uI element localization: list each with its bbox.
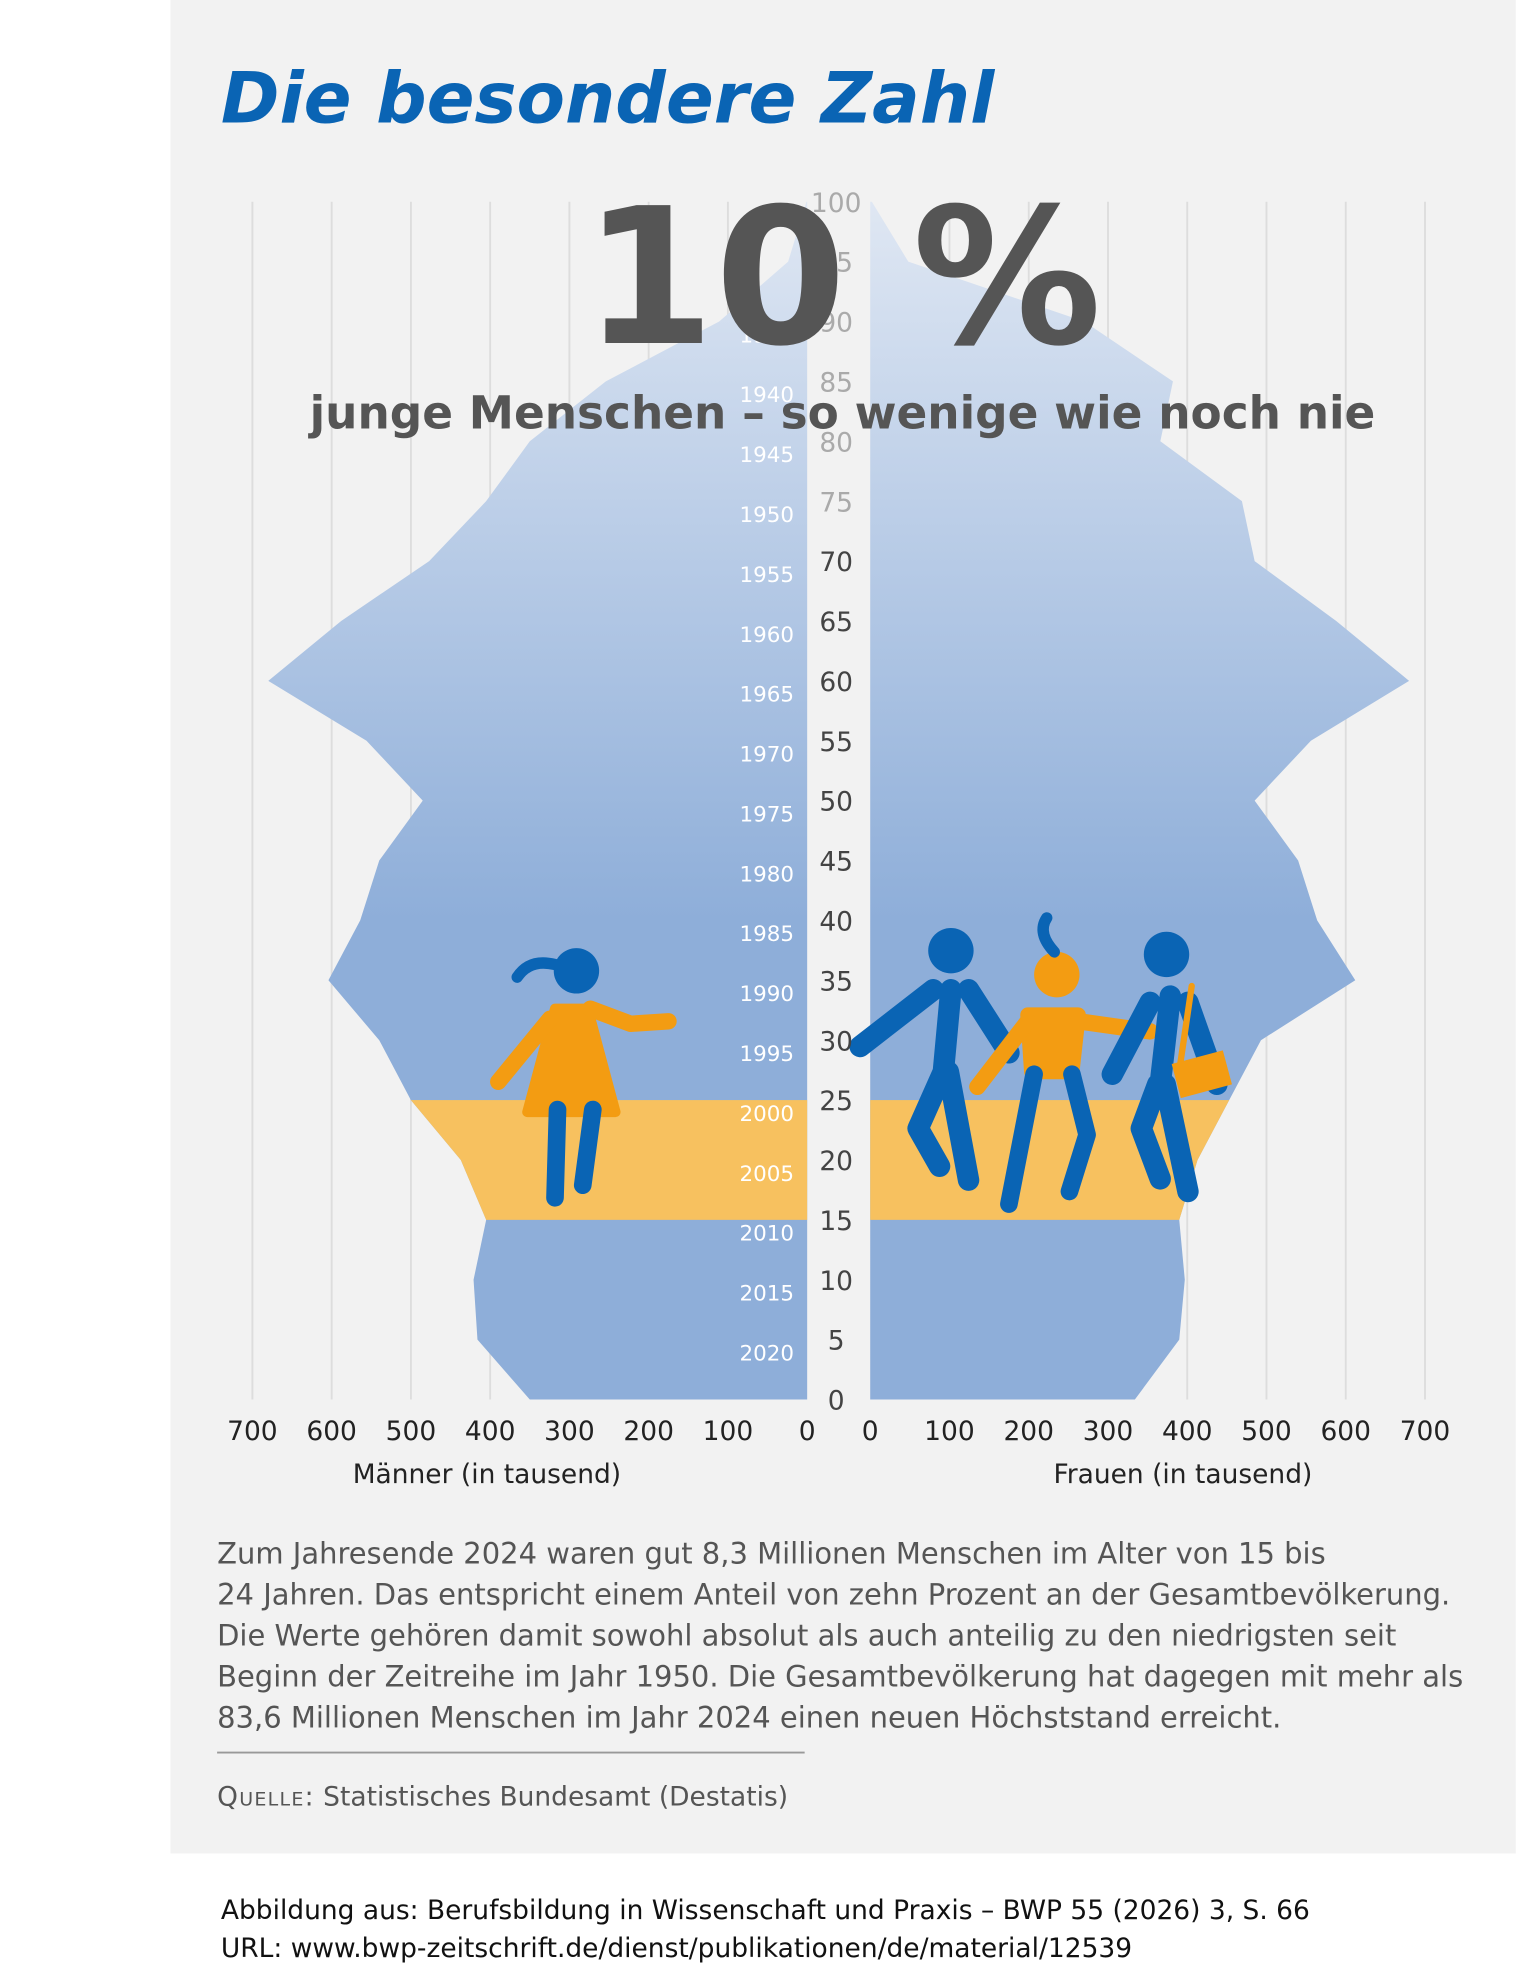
footer-line: Abbildung aus: Berufsbildung in Wissensc…: [221, 1895, 1310, 1926]
x-label-right: Frauen (in tausend): [1053, 1459, 1312, 1490]
birth-year-label: 1945: [740, 443, 795, 468]
x-tick-label: 600: [1320, 1416, 1371, 1447]
x-label-left: Männer (in tausend): [353, 1459, 621, 1490]
birth-year-label: 1990: [740, 982, 795, 1007]
x-tick-label: 0: [799, 1416, 816, 1447]
age-label: 85: [819, 367, 853, 398]
birth-year-label: 1935: [740, 323, 795, 348]
birth-year-label: 1950: [740, 503, 795, 528]
age-label: 15: [819, 1206, 853, 1237]
x-tick-label: 400: [1162, 1416, 1213, 1447]
x-tick-label: 200: [623, 1416, 674, 1447]
x-tick-label: 0: [862, 1416, 879, 1447]
birth-year-label: 1970: [740, 743, 795, 768]
population-area: [268, 201, 808, 1400]
x-tick-label: 200: [1003, 1416, 1054, 1447]
x-tick-label: 300: [1083, 1416, 1134, 1447]
birth-year-label: 1975: [740, 802, 795, 827]
age-label: 20: [819, 1146, 853, 1177]
body-line: 24 Jahren. Das entspricht einem Anteil v…: [217, 1577, 1450, 1611]
age-label: 45: [819, 847, 853, 878]
age-label: 90: [819, 308, 853, 339]
source-label: Quelle:: [217, 1782, 315, 1813]
x-tick-label: 700: [1400, 1416, 1451, 1447]
birth-year-label: 1995: [740, 1042, 795, 1067]
age-label: 100: [811, 188, 862, 219]
birth-year-label: 2020: [740, 1341, 795, 1366]
age-label: 0: [828, 1386, 845, 1417]
subtitle: junge Menschen – so wenige wie noch nie: [308, 387, 1376, 440]
age-label: 40: [819, 907, 853, 938]
age-label: 55: [819, 727, 853, 758]
x-tick-label: 300: [544, 1416, 595, 1447]
birth-year-label: 1965: [740, 683, 795, 708]
body-line: Zum Jahresende 2024 waren gut 8,3 Millio…: [217, 1536, 1326, 1570]
x-tick-label: 500: [386, 1416, 437, 1447]
birth-year-label: 1985: [740, 922, 795, 947]
age-label: 75: [819, 487, 853, 518]
age-label: 10: [819, 1266, 853, 1297]
headline: 10 %: [583, 167, 1101, 388]
x-tick-label: 100: [924, 1416, 975, 1447]
x-tick-label: 500: [1241, 1416, 1292, 1447]
age-label: 70: [819, 547, 853, 578]
birth-year-label: 2010: [740, 1222, 795, 1247]
body-line: Beginn der Zeitreihe im Jahr 1950. Die G…: [217, 1659, 1463, 1693]
age-label: 50: [819, 787, 853, 818]
population-area: [870, 201, 1410, 1400]
age-label: 25: [819, 1086, 853, 1117]
x-tick-label: 600: [306, 1416, 357, 1447]
body-line: Die Werte gehören damit sowohl absolut a…: [217, 1618, 1396, 1652]
x-tick-label: 100: [703, 1416, 754, 1447]
x-tick-label: 700: [227, 1416, 278, 1447]
source-text: Statistisches Bundesamt (Destatis): [323, 1782, 788, 1813]
birth-year-label: 1980: [740, 862, 795, 887]
age-label: 60: [819, 667, 853, 698]
footer-line: URL: www.bwp-zeitschrift.de/dienst/publi…: [221, 1933, 1132, 1964]
x-tick-label: 400: [465, 1416, 516, 1447]
body-line: 83,6 Millionen Menschen im Jahr 2024 ein…: [217, 1700, 1281, 1734]
birth-year-label: 2005: [740, 1162, 795, 1187]
birth-year-label: 1960: [740, 623, 795, 648]
age-label: 80: [819, 427, 853, 458]
source: Quelle: Statistisches Bundesamt (Destati…: [217, 1782, 788, 1813]
age-label: 5: [828, 1326, 845, 1357]
body-text: Zum Jahresende 2024 waren gut 8,3 Millio…: [217, 1536, 1463, 1734]
birth-year-label: 1955: [740, 563, 795, 588]
title: Die besondere Zahl: [221, 56, 995, 139]
age-label: 35: [819, 966, 853, 997]
age-label: 95: [819, 248, 853, 279]
people: [490, 912, 1232, 1213]
age-label: 30: [819, 1026, 853, 1057]
age-label: 65: [819, 607, 853, 638]
birth-year-label: 1940: [740, 383, 795, 408]
birth-year-label: 2000: [740, 1102, 795, 1127]
footer: Abbildung aus: Berufsbildung in Wissensc…: [221, 1895, 1310, 1964]
birth-year-label: 2015: [740, 1282, 795, 1307]
